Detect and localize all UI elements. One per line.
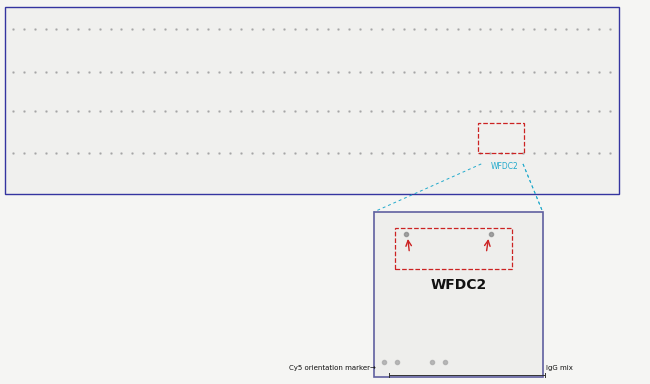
Bar xyxy=(478,123,525,153)
Bar xyxy=(395,228,512,269)
Text: WFDC2: WFDC2 xyxy=(430,278,486,292)
Text: Cy5 orientation marker→: Cy5 orientation marker→ xyxy=(289,365,376,371)
Text: WFDC2: WFDC2 xyxy=(491,162,518,171)
Bar xyxy=(374,212,543,377)
Text: IgG mix: IgG mix xyxy=(546,365,573,371)
Bar xyxy=(5,7,619,194)
